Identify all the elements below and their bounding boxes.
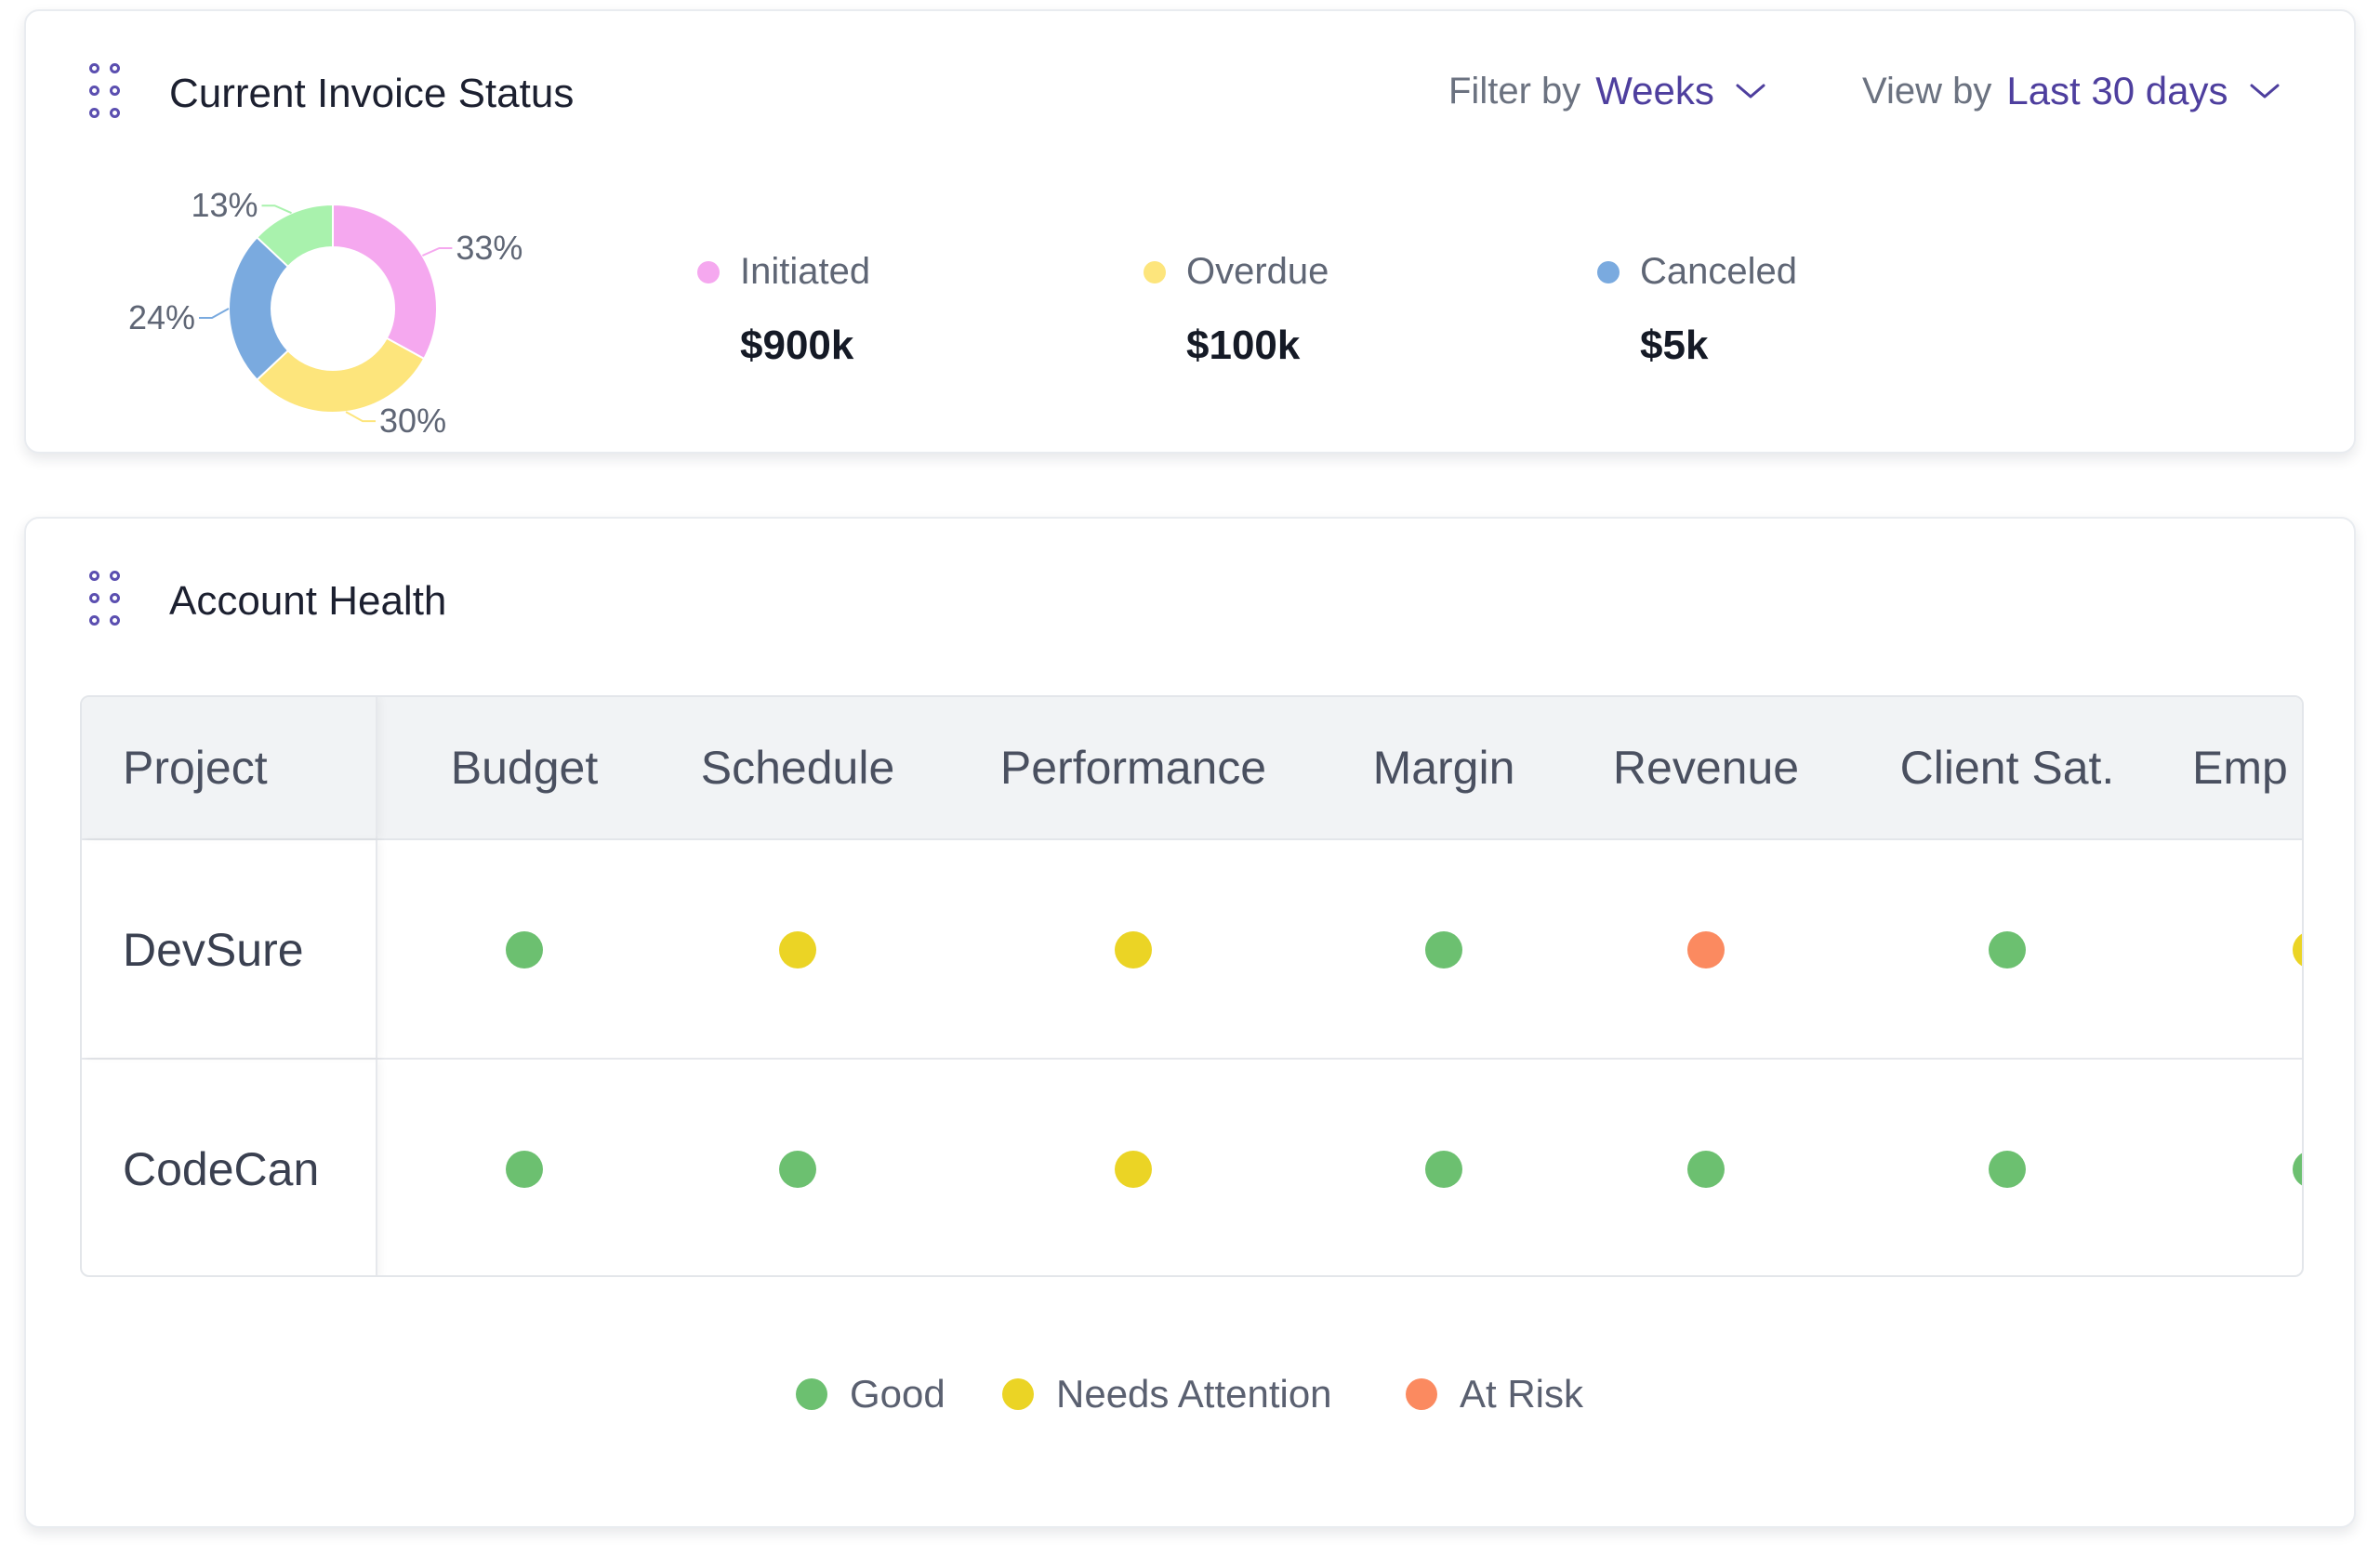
chevron-down-icon[interactable]: [1735, 82, 1766, 100]
view-by-label: View by: [1862, 70, 1992, 112]
filter-by-dropdown[interactable]: Filter by Weeks: [1448, 69, 1766, 113]
legend-label: Initiated: [740, 251, 871, 292]
project-name: DevSure: [123, 924, 304, 976]
legend-label: Overdue: [1186, 251, 1329, 292]
status-dot: [1425, 1151, 1462, 1188]
legend-needs-attention: Needs Attention: [1002, 1372, 1332, 1416]
column-header-budget[interactable]: Budget: [450, 742, 599, 794]
status-dot: [2293, 1151, 2302, 1188]
donut-slice-label: 30%: [379, 402, 446, 440]
status-dot: [506, 1151, 543, 1188]
donut-slice-initiated[interactable]: [332, 203, 438, 361]
legend-dot: [1406, 1378, 1437, 1410]
status-dot: [1115, 931, 1152, 968]
drag-handle-icon[interactable]: [89, 63, 126, 123]
column-header-revenue[interactable]: Revenue: [1612, 742, 1800, 794]
project-name: CodeCan: [123, 1143, 320, 1195]
status-dot: [1115, 1151, 1152, 1188]
account-health-card: Account Health Project Budget Schedule P…: [24, 517, 2356, 1528]
legend-label: Good: [850, 1372, 945, 1416]
legend-dot: [1002, 1378, 1034, 1410]
status-dot: [1687, 931, 1725, 968]
status-legend: Good Needs Attention At Risk: [26, 1372, 2354, 1428]
status-dot: [779, 1151, 816, 1188]
status-dot: [2293, 931, 2302, 968]
view-by-value[interactable]: Last 30 days: [2006, 69, 2228, 112]
legend-label: Needs Attention: [1056, 1372, 1332, 1416]
filter-by-label: Filter by: [1448, 70, 1581, 112]
legend-dot: [1144, 260, 1166, 283]
donut-slice-canceled[interactable]: [228, 235, 290, 382]
table-header: Project Budget Schedule Performance Marg…: [82, 697, 2302, 840]
column-header-project[interactable]: Project: [123, 742, 268, 794]
donut-slice-label: 33%: [456, 229, 522, 267]
donut-slice-overdue[interactable]: [255, 336, 426, 414]
donut-slice-label: 24%: [128, 298, 195, 336]
legend-label: Canceled: [1640, 251, 1798, 292]
table-row[interactable]: CodeCan: [82, 1060, 2302, 1275]
legend-dot: [796, 1378, 827, 1410]
legend-good: Good: [796, 1372, 945, 1416]
legend-dot: [1597, 260, 1620, 283]
donut-leader-line: [345, 411, 377, 423]
status-dot: [506, 931, 543, 968]
column-header-client-sat[interactable]: Client Sat.: [1899, 742, 2115, 794]
donut-slice-other[interactable]: [255, 203, 334, 269]
status-dot: [1687, 1151, 1725, 1188]
chevron-down-icon[interactable]: [2249, 82, 2281, 100]
column-header-performance[interactable]: Performance: [999, 742, 1267, 794]
table-row[interactable]: DevSure: [82, 840, 2302, 1060]
donut-leader-line: [199, 308, 230, 319]
donut-slice-label: 13%: [191, 186, 258, 224]
invoice-donut-chart: 33% 30% 24% 13%: [82, 160, 565, 457]
column-header-emp[interactable]: Emp: [2192, 742, 2288, 794]
legend-canceled: Canceled $5k: [1597, 251, 1797, 369]
legend-dot: [697, 260, 720, 283]
legend-value: $5k: [1640, 323, 1709, 368]
legend-value: $100k: [1186, 323, 1301, 368]
filter-by-value[interactable]: Weeks: [1595, 69, 1714, 112]
status-dot: [1425, 931, 1462, 968]
view-by-dropdown[interactable]: View by Last 30 days: [1862, 69, 2281, 113]
status-dot: [1989, 931, 2026, 968]
column-header-margin[interactable]: Margin: [1372, 742, 1515, 794]
card-title: Account Health: [169, 578, 447, 624]
drag-handle-icon[interactable]: [89, 571, 126, 630]
legend-initiated: Initiated $900k: [697, 251, 870, 369]
status-dot: [1989, 1151, 2026, 1188]
legend-overdue: Overdue $100k: [1144, 251, 1329, 369]
donut-leader-line: [261, 204, 292, 215]
donut-leader-line: [421, 246, 453, 257]
status-dot: [779, 931, 816, 968]
legend-value: $900k: [740, 323, 854, 368]
card-title: Current Invoice Status: [169, 71, 575, 116]
column-header-schedule[interactable]: Schedule: [700, 742, 895, 794]
invoice-status-card: Current Invoice Status Filter by Weeks V…: [24, 9, 2356, 454]
legend-at-risk: At Risk: [1406, 1372, 1583, 1416]
account-health-table[interactable]: Project Budget Schedule Performance Marg…: [80, 695, 2304, 1277]
legend-label: At Risk: [1460, 1372, 1584, 1416]
